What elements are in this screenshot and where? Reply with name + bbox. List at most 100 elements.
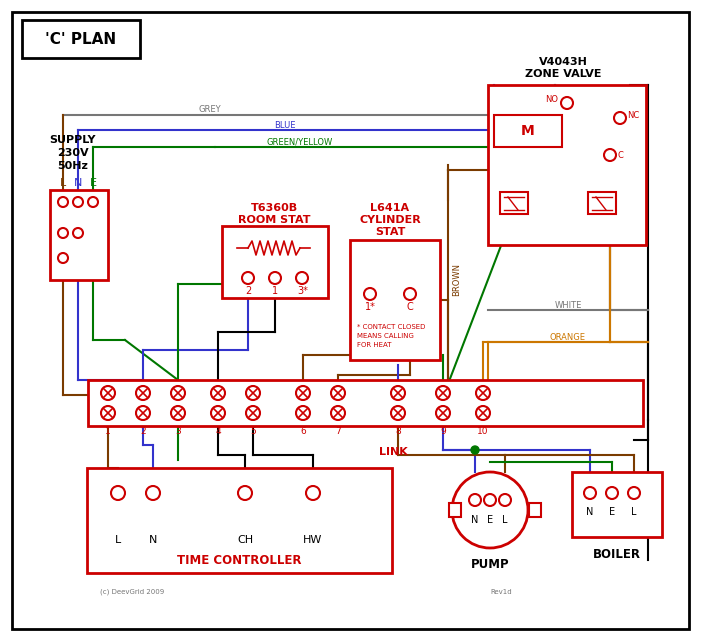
Circle shape (391, 406, 405, 420)
Circle shape (146, 486, 160, 500)
Text: E: E (487, 515, 493, 525)
Text: L641A: L641A (371, 203, 409, 213)
Bar (572, 472, 662, 537)
Circle shape (561, 97, 573, 109)
Circle shape (476, 386, 490, 400)
Text: V4043H: V4043H (538, 57, 588, 67)
Bar (222, 226, 328, 298)
Circle shape (136, 386, 150, 400)
Bar (88, 380, 643, 426)
Text: E: E (89, 178, 96, 188)
Text: C: C (618, 151, 624, 160)
Text: ROOM STAT: ROOM STAT (238, 215, 310, 225)
Bar (87, 468, 392, 573)
Circle shape (606, 487, 618, 499)
Circle shape (101, 386, 115, 400)
Bar (588, 192, 616, 214)
Text: L: L (115, 535, 121, 545)
Circle shape (58, 228, 68, 238)
Text: E: E (609, 507, 615, 517)
Text: BROWN: BROWN (452, 263, 461, 297)
Text: NO: NO (545, 96, 558, 104)
Text: 5: 5 (250, 428, 256, 437)
Circle shape (211, 386, 225, 400)
Bar (22, 20, 140, 58)
Circle shape (269, 272, 281, 284)
Text: 3: 3 (175, 428, 181, 437)
Text: L: L (60, 178, 66, 188)
Circle shape (58, 253, 68, 263)
Text: 8: 8 (395, 428, 401, 437)
Circle shape (171, 406, 185, 420)
Text: 1: 1 (272, 286, 278, 296)
Text: (c) DeevGrid 2009: (c) DeevGrid 2009 (100, 588, 164, 595)
Circle shape (111, 486, 125, 500)
Text: * CONTACT CLOSED: * CONTACT CLOSED (357, 324, 425, 330)
Text: N: N (74, 178, 82, 188)
Text: FOR HEAT: FOR HEAT (357, 342, 392, 348)
Circle shape (101, 406, 115, 420)
Text: HW: HW (303, 535, 323, 545)
Circle shape (391, 386, 405, 400)
Circle shape (211, 406, 225, 420)
Text: N: N (471, 515, 479, 525)
Circle shape (73, 228, 83, 238)
Text: 'C' PLAN: 'C' PLAN (46, 31, 117, 47)
Circle shape (88, 197, 98, 207)
Text: CH: CH (237, 535, 253, 545)
Text: L: L (502, 515, 508, 525)
Circle shape (136, 406, 150, 420)
Circle shape (628, 487, 640, 499)
Text: 230V: 230V (57, 148, 89, 158)
Bar (350, 240, 440, 360)
Circle shape (499, 494, 511, 506)
Bar (494, 115, 562, 147)
Text: N: N (586, 507, 594, 517)
Text: 4: 4 (216, 428, 221, 437)
Text: T6360B: T6360B (251, 203, 298, 213)
Bar (488, 85, 646, 245)
Circle shape (476, 406, 490, 420)
Text: 9: 9 (440, 428, 446, 437)
Text: SUPPLY: SUPPLY (50, 135, 96, 145)
Text: L: L (631, 507, 637, 517)
Text: BOILER: BOILER (593, 549, 641, 562)
Text: 2: 2 (140, 428, 146, 437)
Circle shape (242, 272, 254, 284)
Text: LINK: LINK (378, 447, 407, 457)
Circle shape (296, 272, 308, 284)
Text: 50Hz: 50Hz (58, 161, 88, 171)
Text: C: C (406, 302, 413, 312)
Circle shape (296, 406, 310, 420)
Text: 1: 1 (105, 428, 111, 437)
Circle shape (331, 406, 345, 420)
Bar (449, 503, 461, 517)
Text: M: M (521, 124, 535, 138)
Text: PUMP: PUMP (470, 558, 510, 572)
Text: CYLINDER: CYLINDER (359, 215, 421, 225)
Circle shape (436, 386, 450, 400)
Bar (529, 503, 541, 517)
Text: TIME CONTROLLER: TIME CONTROLLER (177, 553, 301, 567)
Text: BLUE: BLUE (274, 121, 296, 129)
Text: 2: 2 (245, 286, 251, 296)
Circle shape (246, 406, 260, 420)
Circle shape (614, 112, 626, 124)
Circle shape (584, 487, 596, 499)
Text: Rev1d: Rev1d (490, 589, 512, 595)
Circle shape (58, 197, 68, 207)
Circle shape (436, 406, 450, 420)
Circle shape (452, 472, 528, 548)
Circle shape (404, 288, 416, 300)
Text: WHITE: WHITE (555, 301, 582, 310)
Text: MEANS CALLING: MEANS CALLING (357, 333, 414, 339)
Circle shape (604, 149, 616, 161)
Text: STAT: STAT (375, 227, 405, 237)
Text: 3*: 3* (298, 286, 308, 296)
Text: 10: 10 (477, 428, 489, 437)
Text: 6: 6 (300, 428, 306, 437)
Text: ZONE VALVE: ZONE VALVE (525, 69, 601, 79)
Circle shape (331, 386, 345, 400)
Text: NC: NC (627, 112, 640, 121)
Text: ORANGE: ORANGE (550, 333, 586, 342)
